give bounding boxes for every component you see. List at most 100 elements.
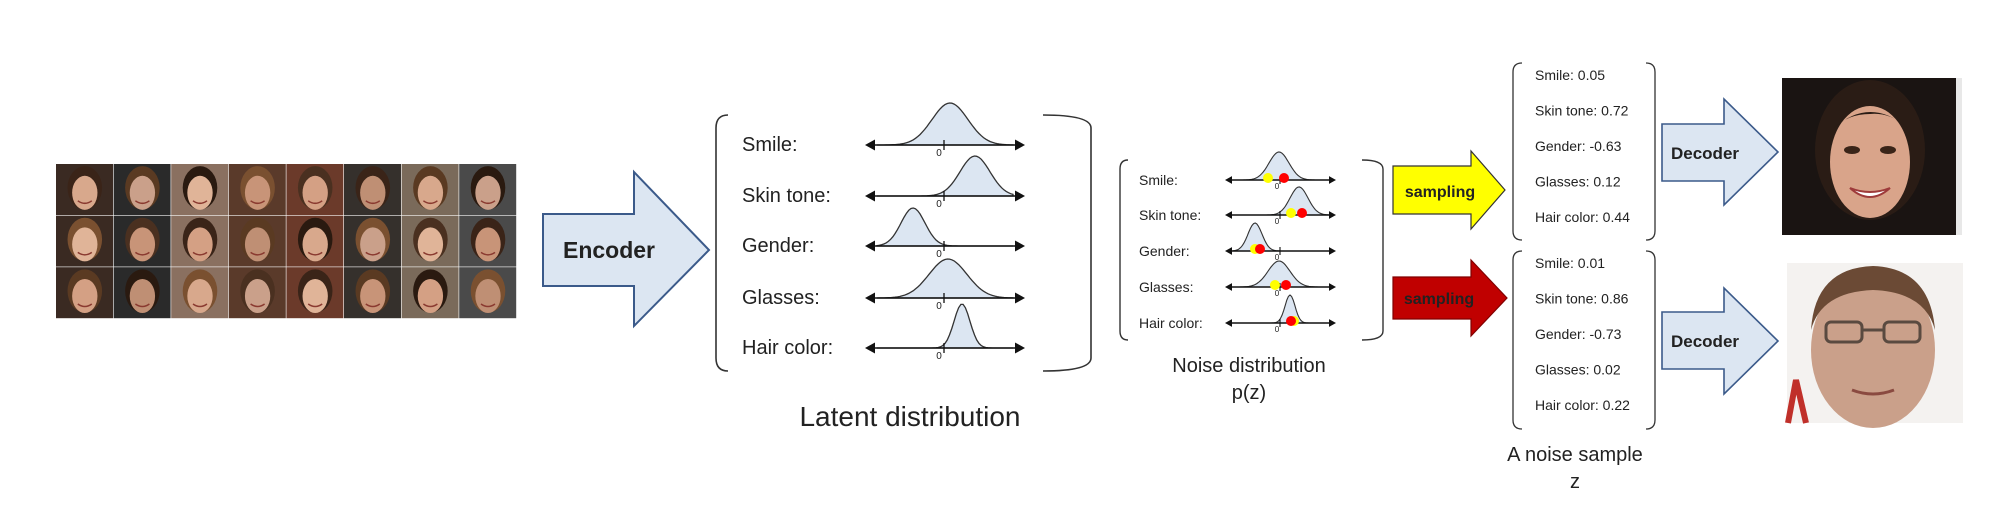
sample-marker-yellow [1270,280,1280,290]
zero-tick-label: 0 [1275,217,1280,226]
latent-attribute-label: Gender: [742,235,814,257]
latent-attribute-label: Glasses: [742,287,820,309]
sample-marker-yellow [1286,208,1296,218]
face-thumbnail [401,164,459,215]
zero-tick-label: 0 [1275,182,1280,191]
face-thumbnail [171,164,229,215]
sampling-arrow-yellow: sampling [1392,149,1506,231]
noise-left-bracket [1119,159,1129,341]
face-thumbnail [286,267,344,319]
samples-caption-line2: z [1570,471,1580,493]
encoder-arrow: Encoder [542,169,711,329]
face-thumbnail [344,267,401,319]
noise-row: Smile: 0 [1139,151,1336,191]
noise-row: Hair color: 0 [1139,294,1336,334]
zero-tick-label: 0 [936,199,942,210]
zero-tick-label: 0 [936,148,942,159]
face-thumbnail [459,215,517,267]
decoder-label-1: Decoder [1671,144,1739,163]
zero-tick-label: 0 [936,301,942,312]
noise-row: Skin tone: 0 [1139,186,1336,226]
sample-marker-red [1255,244,1265,254]
samples-caption-line1: A noise sample [1507,444,1643,466]
output-face-2 [1785,263,1963,428]
noise-caption-line2: p(z) [1232,382,1266,404]
face-thumbnail [113,215,171,267]
noise-density-curve [1233,294,1328,324]
face-thumbnail [171,215,229,267]
face-thumbnail [56,215,113,267]
noise-caption-line1: Noise distribution [1172,355,1325,377]
zero-tick-label: 0 [1275,289,1280,298]
sample-marker-red [1286,316,1296,326]
face-thumbnail [459,164,517,215]
latent-row: Hair color: 0 [742,303,1025,362]
sample-value: Smile: 0.01 [1535,255,1605,271]
noise-density-curve [1233,186,1329,216]
latent-attribute-label: Hair color: [742,337,833,359]
zero-tick-label: 0 [936,249,942,260]
decoder-label-2: Decoder [1671,332,1739,351]
sample-value: Hair color: 0.44 [1535,209,1630,225]
noise-attribute-label: Hair color: [1139,315,1203,331]
face-thumbnail [344,164,401,215]
face-thumbnail [113,267,171,319]
latent-row: Glasses: 0 [742,258,1025,312]
face-thumbnail [113,164,171,215]
sample-marker-red [1279,173,1289,183]
sample-marker-yellow [1263,173,1273,183]
face-thumbnail [228,215,286,267]
sample-value: Skin tone: 0.86 [1535,291,1629,307]
face-thumbnail [286,215,344,267]
zero-tick-label: 0 [1275,325,1280,334]
latent-caption: Latent distribution [799,401,1020,432]
sample-marker-red [1297,208,1307,218]
sample-value: Glasses: 0.02 [1535,362,1621,378]
noise-row: Glasses: 0 [1139,260,1336,298]
sampling-label-yellow: sampling [1405,184,1475,201]
zero-tick-label: 0 [1275,253,1280,262]
noise-attribute-label: Smile: [1139,172,1178,188]
output-face-1 [1782,78,1962,235]
sample-box-1: Smile: 0.05 Skin tone: 0.72 Gender: -0.63 G… [1512,62,1656,241]
encoder-label: Encoder [563,237,655,263]
noise-right-bracket [1361,159,1384,341]
latent-attribute-label: Skin tone: [742,185,831,207]
latent-density-curve [877,102,1014,146]
sample-value: Hair color: 0.22 [1535,397,1630,413]
sample-value: Smile: 0.05 [1535,67,1605,83]
noise-density-curve [1232,222,1328,252]
noise-attribute-label: Skin tone: [1139,207,1201,223]
sample-value: Skin tone: 0.72 [1535,103,1629,119]
sampling-label-red: sampling [1404,291,1474,308]
decoder-arrow-1: Decoder [1661,97,1780,207]
zero-tick-label: 0 [936,351,942,362]
sample-value: Gender: -0.63 [1535,138,1622,154]
latent-row: Skin tone: 0 [742,155,1025,210]
face-thumbnail [286,164,344,215]
noise-attribute-label: Gender: [1139,243,1190,259]
latent-right-bracket [1042,114,1092,372]
face-thumbnail [344,215,401,267]
face-thumbnail [401,267,459,319]
face-thumbnail [228,267,286,319]
latent-row: Gender: 0 [742,207,1025,260]
face-thumbnail [459,267,517,319]
latent-density-curve [877,155,1014,197]
sample-box-2: Smile: 0.01 Skin tone: 0.86 Gender: -0.73 G… [1512,250,1656,430]
noise-attribute-label: Glasses: [1139,279,1193,295]
sample-marker-red [1281,280,1291,290]
latent-attribute-label: Smile: [742,134,798,156]
face-thumbnail [228,164,286,215]
sample-value: Glasses: 0.12 [1535,174,1621,190]
latent-density-curve [876,207,1013,247]
face-thumbnail [171,267,229,319]
sampling-arrow-red: sampling [1392,258,1508,338]
face-thumbnail [56,267,113,319]
latent-row: Smile: 0 [742,102,1025,159]
sample-value: Gender: -0.73 [1535,326,1622,342]
noise-row: Gender: 0 [1139,222,1336,262]
